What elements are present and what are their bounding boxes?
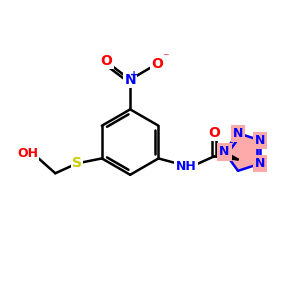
Text: OH: OH bbox=[17, 147, 38, 160]
Text: S: S bbox=[72, 156, 82, 170]
Text: ⁻: ⁻ bbox=[163, 51, 169, 64]
Text: N: N bbox=[233, 127, 243, 140]
Text: NH: NH bbox=[176, 160, 196, 173]
Text: N: N bbox=[255, 134, 265, 147]
Text: N: N bbox=[255, 157, 265, 170]
Text: N: N bbox=[219, 146, 230, 158]
Text: O: O bbox=[151, 57, 163, 71]
Text: N: N bbox=[124, 73, 136, 87]
Polygon shape bbox=[224, 133, 260, 171]
Text: O: O bbox=[100, 54, 112, 68]
Text: O: O bbox=[208, 126, 220, 140]
Text: +: + bbox=[130, 70, 138, 80]
